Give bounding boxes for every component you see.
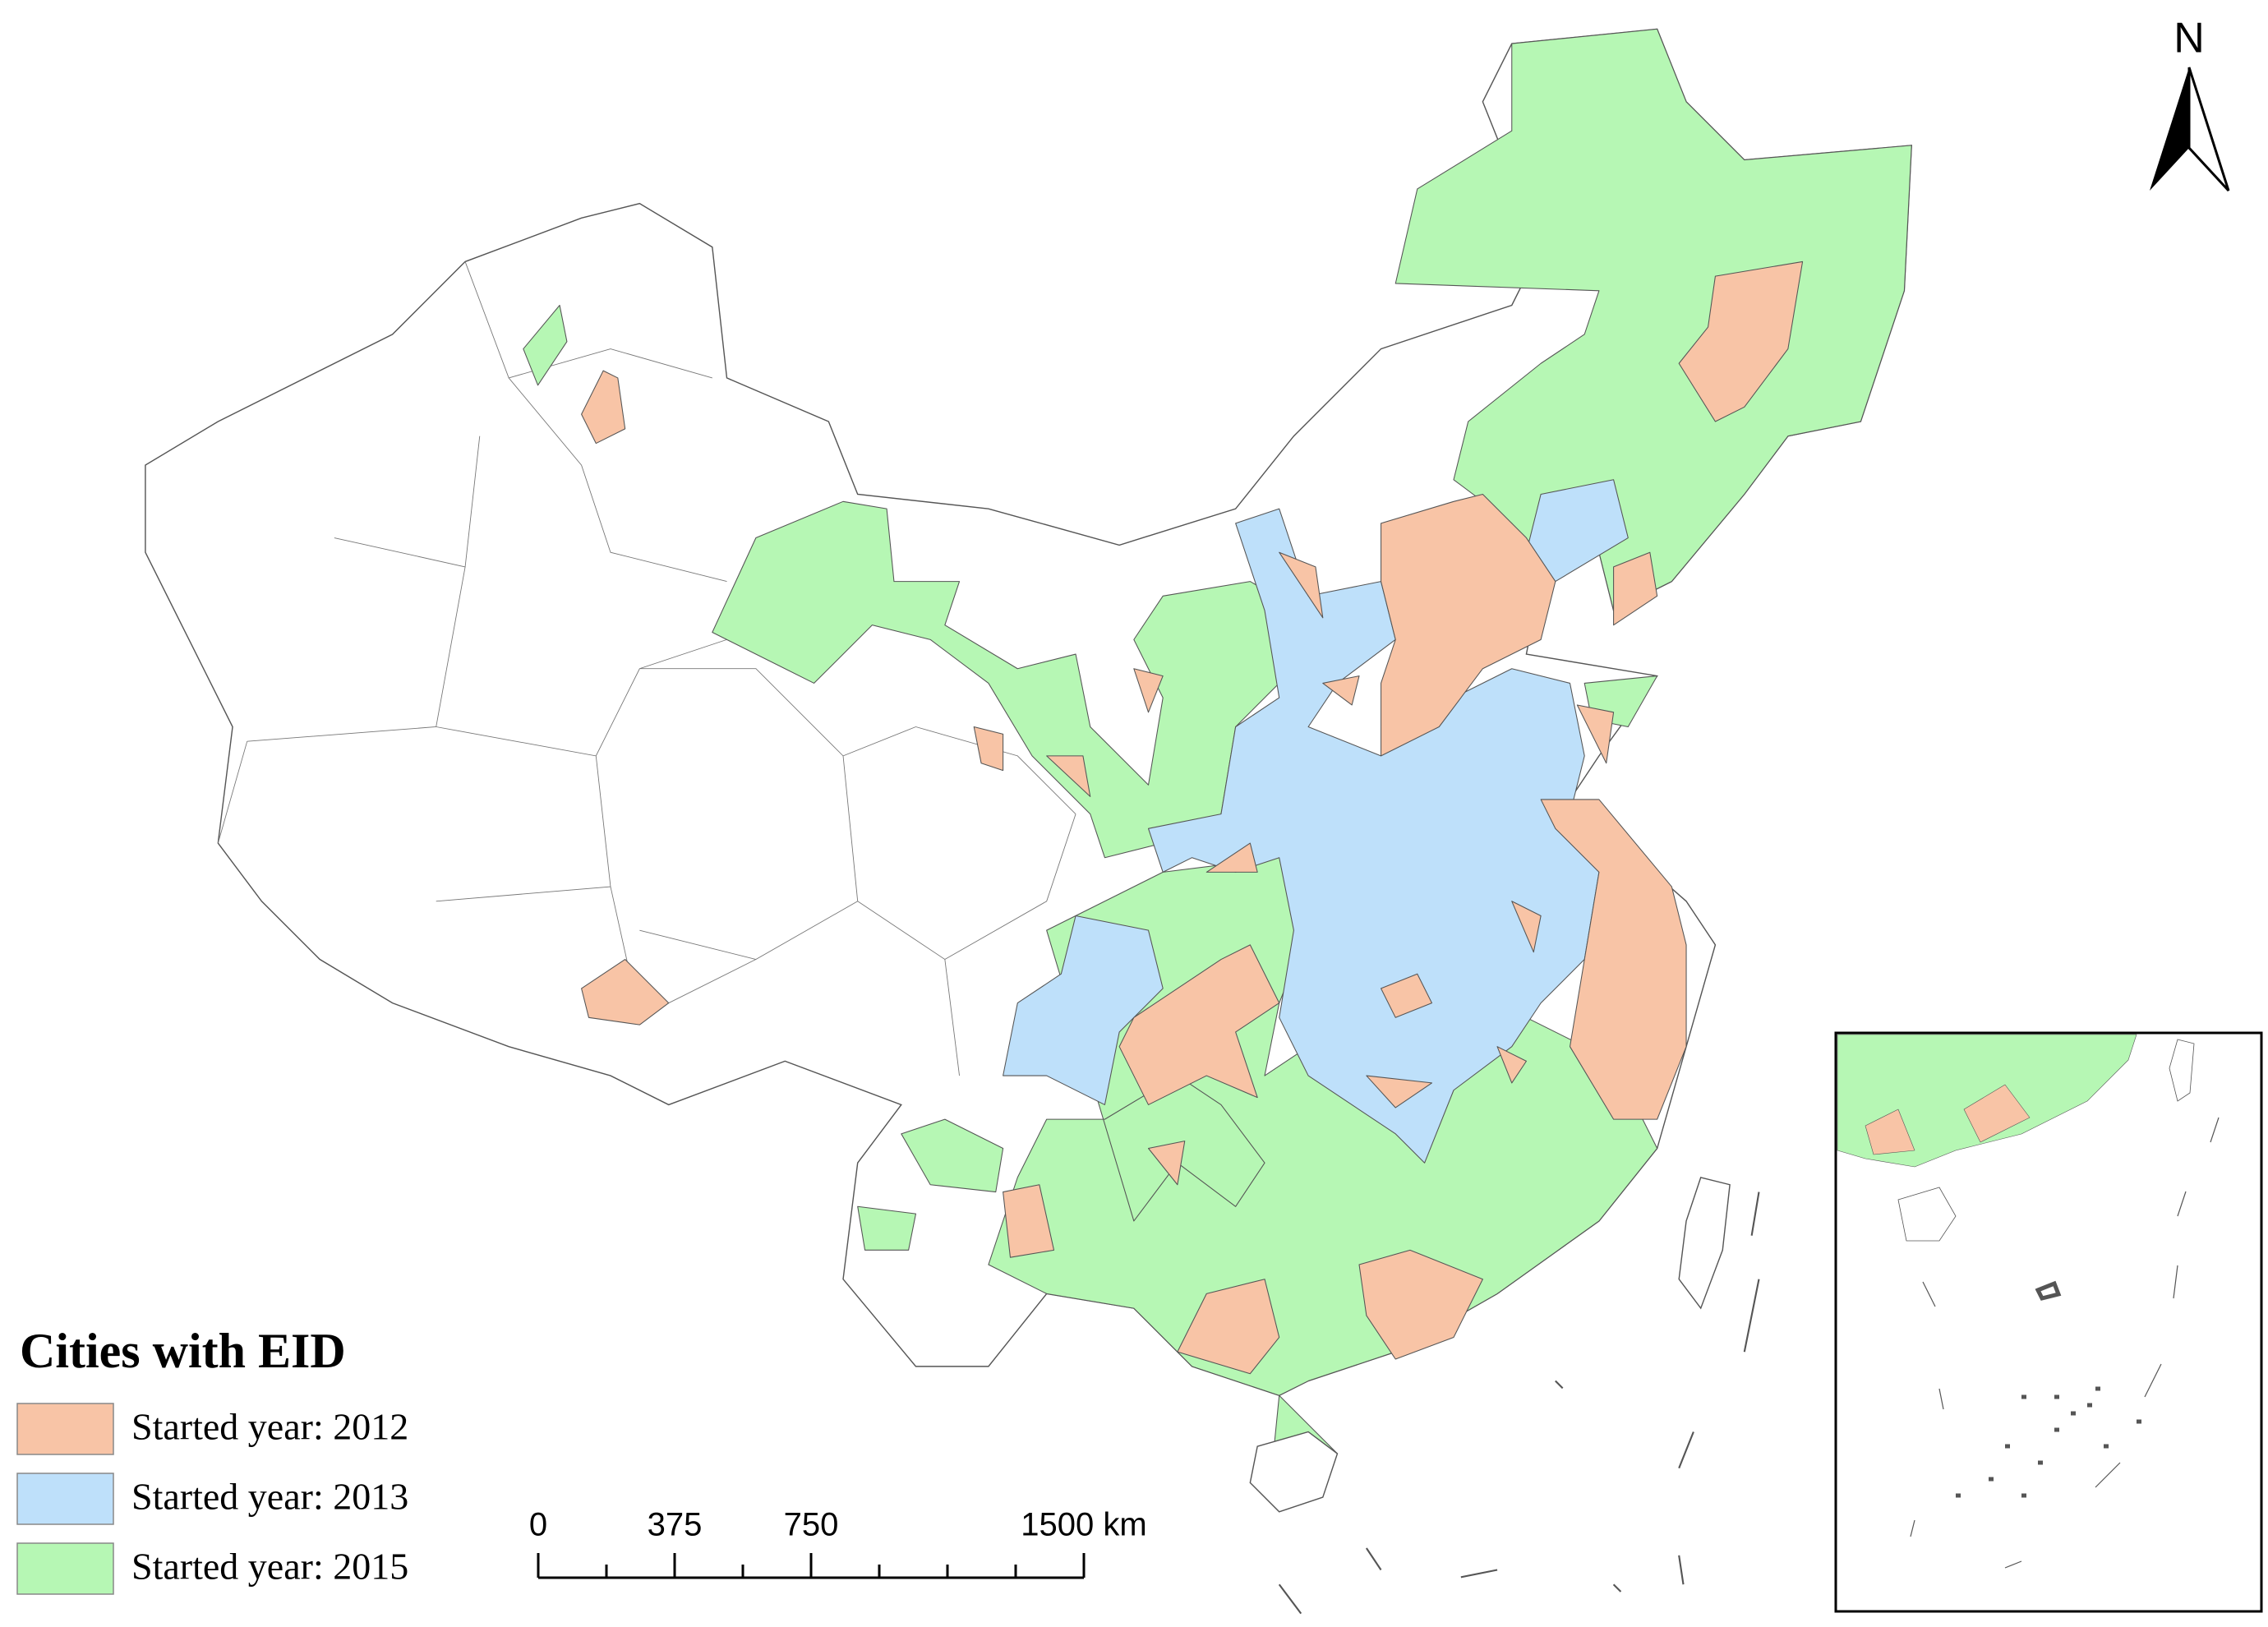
- legend: Cities with EID Started year: 2012 Starte…: [16, 1324, 408, 1595]
- region: [1118, 944, 1280, 1105]
- inset-frame: [1834, 1031, 2263, 1613]
- legend-title: Cities with EID: [20, 1324, 346, 1378]
- region: [1003, 915, 1164, 1105]
- legend-swatch: [16, 1473, 114, 1525]
- legend-label: Started year: 2015: [131, 1546, 408, 1588]
- sea-dashes: [1278, 1191, 1760, 1615]
- region: [1147, 508, 1600, 1164]
- north-arrow-left: [2150, 67, 2189, 191]
- region: [1678, 260, 1804, 422]
- regions-2012: [581, 260, 1804, 1375]
- scale-label: 375: [648, 1507, 703, 1543]
- region: [1540, 799, 1687, 1120]
- region: [712, 500, 1302, 859]
- regions-2015: [523, 28, 1912, 1498]
- inset-dashes: [1910, 1117, 2220, 1569]
- legend-label: Started year: 2013: [131, 1476, 408, 1518]
- main-map: [145, 28, 1912, 1615]
- inset-hainan: [1897, 1187, 1957, 1242]
- north-arrow-right: [2187, 67, 2230, 192]
- north-arrow: N: [2150, 15, 2230, 192]
- taiwan: [1678, 1177, 1731, 1310]
- inset-islands: [1956, 1280, 2141, 1498]
- inset-taiwan: [2169, 1039, 2195, 1102]
- scale-label: 750: [784, 1507, 839, 1543]
- legend-label: Started year: 2012: [131, 1406, 408, 1448]
- north-label: N: [2174, 15, 2205, 62]
- legend-swatch: [16, 1403, 114, 1455]
- hainan: [1249, 1431, 1339, 1513]
- inset-map: [1834, 1031, 2263, 1613]
- region: [1865, 1084, 2031, 1155]
- region: [581, 370, 1658, 1375]
- scale-bar: 0 375 750 1500 km: [529, 1507, 1147, 1579]
- region: [1381, 493, 1556, 757]
- scale-label: 0: [529, 1507, 547, 1543]
- legend-swatch: [16, 1542, 114, 1595]
- regions-2013: [1003, 479, 1629, 1164]
- region: [523, 304, 1658, 1498]
- scale-label: 1500 km: [1021, 1507, 1146, 1543]
